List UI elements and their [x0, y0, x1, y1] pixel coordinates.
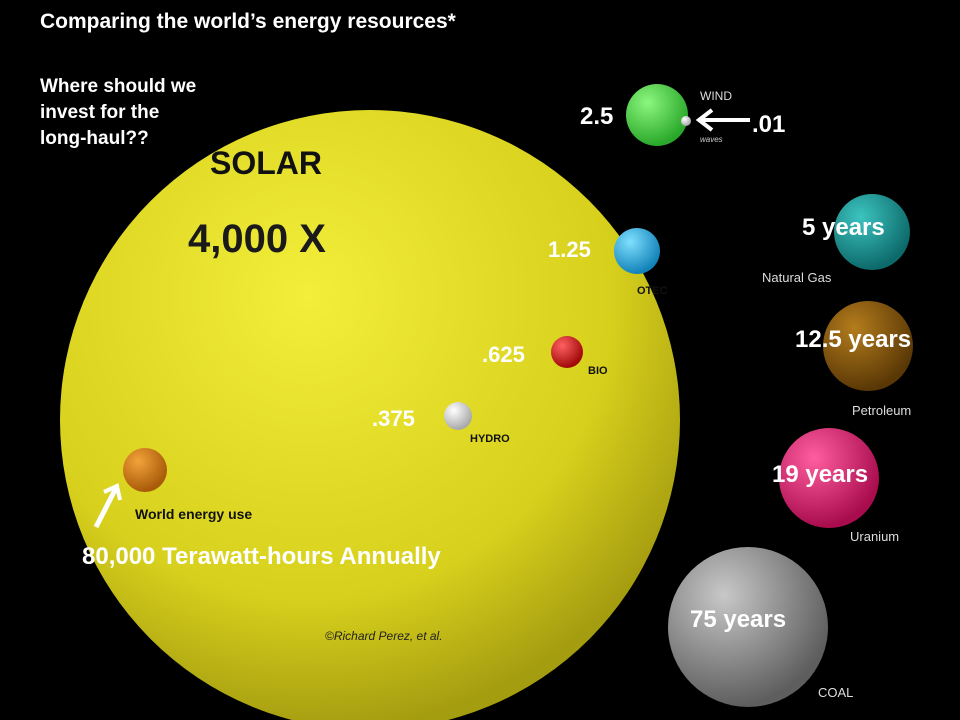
otec-sphere	[614, 228, 660, 274]
petroleum-label: Petroleum	[852, 403, 911, 418]
hydro-value: .375	[372, 406, 415, 431]
solar-label: SOLAR	[210, 145, 322, 181]
uranium-sphere	[779, 428, 879, 528]
petroleum-years: 12.5 years	[795, 326, 911, 353]
waves-value: .01	[752, 111, 785, 138]
world-energy-sphere	[123, 448, 167, 492]
bio-value: .625	[482, 342, 525, 367]
solar-multiplier: 4,000 X	[188, 217, 326, 261]
uranium-label: Uranium	[850, 529, 899, 544]
otec-label: OTEC	[637, 285, 668, 297]
hydro-label: HYDRO	[470, 433, 510, 445]
solar-sphere	[60, 110, 680, 720]
hydro-sphere	[444, 402, 472, 430]
uranium-years: 19 years	[772, 461, 868, 488]
world-annual-label: 80,000 Terawatt-hours Annually	[82, 543, 441, 570]
wind-sphere	[626, 84, 688, 146]
wind-value: 2.5	[580, 103, 613, 130]
question-line-3: long-haul??	[40, 128, 149, 149]
bio-label: BIO	[588, 365, 608, 377]
question-line-1: Where should we	[40, 76, 196, 97]
coal-years: 75 years	[690, 606, 786, 633]
waves-sphere	[681, 116, 691, 126]
world-energy-label: World energy use	[135, 506, 252, 522]
up-arrow-icon	[93, 483, 122, 529]
wind-label: WIND	[700, 89, 732, 103]
petroleum-sphere	[823, 301, 913, 391]
coal-label: COAL	[818, 685, 853, 700]
natural-gas-years: 5 years	[802, 214, 885, 241]
bio-sphere	[551, 336, 583, 368]
solar-credit: ©Richard Perez, et al.	[325, 629, 443, 643]
natural-gas-sphere	[834, 194, 910, 270]
coal-sphere	[668, 547, 828, 707]
natural-gas-label: Natural Gas	[762, 270, 832, 285]
left-arrow-icon	[695, 108, 750, 132]
waves-label: waves	[700, 135, 723, 144]
otec-value: 1.25	[548, 237, 591, 262]
slide-title: Comparing the world’s energy resources*	[40, 10, 457, 33]
question-line-2: invest for the	[40, 102, 159, 123]
